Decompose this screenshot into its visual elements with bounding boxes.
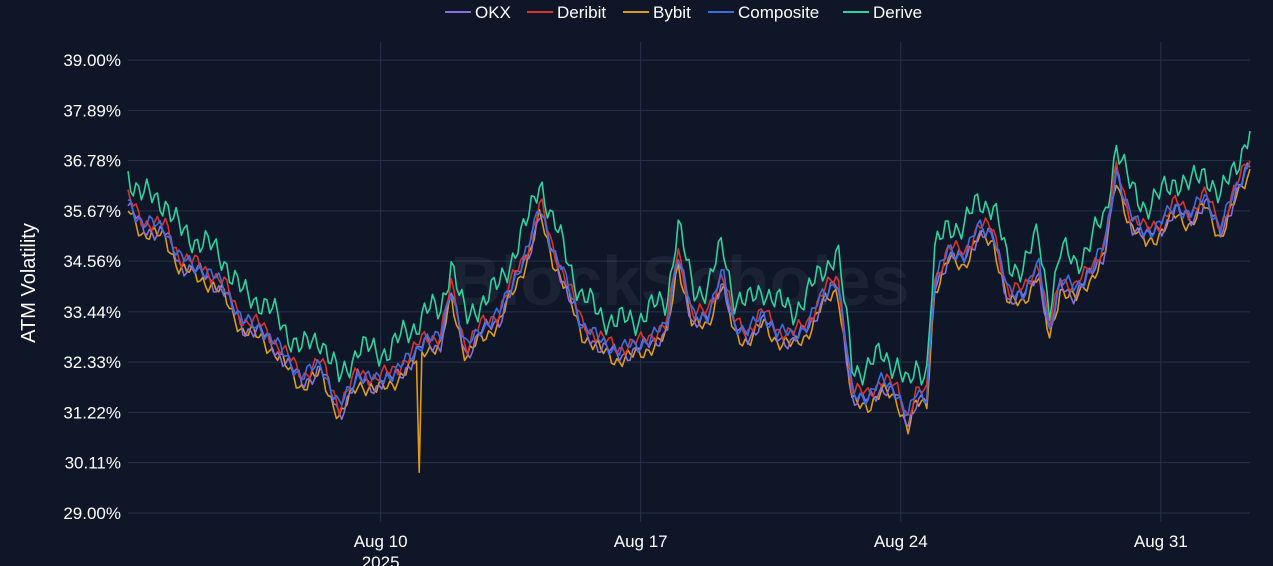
legend-item-composite[interactable]: Composite [708,3,819,22]
y-tick-label: 32.33% [63,353,121,372]
y-tick-label: 39.00% [63,51,121,70]
legend[interactable]: OKX Deribit Bybit Composite Derive [445,3,922,22]
y-axis-ticks: 29.00% 30.11% 31.22% 32.33% 33.44% 34.56% 35.6… [63,51,121,523]
legend-item-deribit[interactable]: Deribit [527,3,606,22]
y-axis-title: ATM Volatility [18,223,40,343]
y-tick-label: 31.22% [63,403,121,422]
x-tick-sublabel: 2025 [362,553,400,566]
y-tick-label: 33.44% [63,303,121,322]
series-line-bybit [127,168,1251,474]
series-group [127,130,1251,474]
y-tick-label: 30.11% [65,454,121,473]
x-tick-label: Aug 24 [874,532,928,551]
x-axis-ticks: Aug 10 2025 Aug 17 Aug 24 Aug 31 [354,532,1188,566]
y-tick-label: 29.00% [63,504,121,523]
x-tick-label: Aug 10 [354,532,408,551]
legend-label: Derive [873,3,922,22]
series-line-composite [127,164,1251,417]
legend-label: OKX [475,3,511,22]
y-tick-label: 36.78% [63,152,121,171]
legend-item-derive[interactable]: Derive [843,3,922,22]
x-tick-label: Aug 17 [614,532,668,551]
y-tick-label: 37.89% [63,101,121,120]
legend-label: Composite [738,3,819,22]
legend-item-bybit[interactable]: Bybit [623,3,691,22]
series-line-okx [127,162,1251,427]
legend-item-okx[interactable]: OKX [445,3,511,22]
y-tick-label: 34.56% [63,252,121,271]
x-tick-label: Aug 31 [1134,532,1188,551]
series-line-derive [127,130,1251,386]
legend-label: Deribit [557,3,606,22]
legend-label: Bybit [653,3,691,22]
y-tick-label: 35.67% [63,202,121,221]
